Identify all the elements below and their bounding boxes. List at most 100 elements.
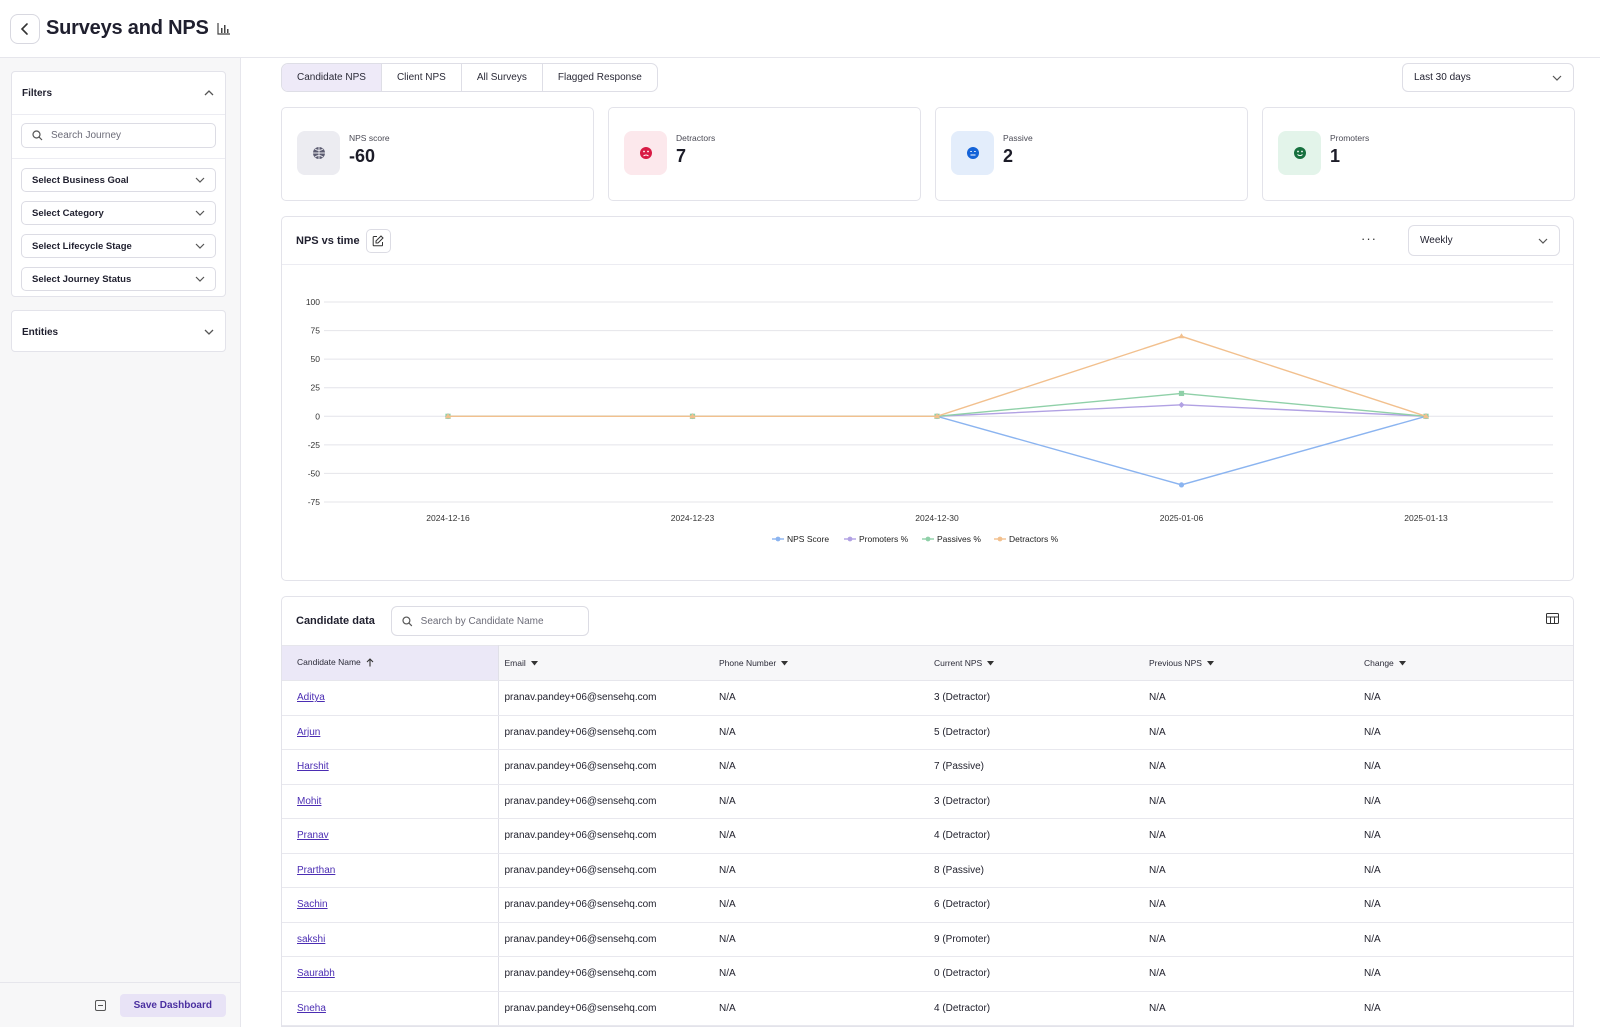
save-dashboard-button[interactable]: Save Dashboard bbox=[119, 993, 226, 1017]
entities-title: Entities bbox=[22, 326, 59, 338]
promoters-card: Promoters 1 bbox=[1262, 107, 1575, 201]
legend-label[interactable]: Detractors % bbox=[1009, 534, 1059, 544]
table-columns-icon[interactable] bbox=[1546, 612, 1559, 627]
column-header[interactable]: Candidate Name bbox=[282, 645, 499, 681]
divider bbox=[12, 158, 225, 159]
series-line bbox=[448, 392, 1427, 417]
series-line bbox=[448, 415, 1427, 486]
y-tick-label: 75 bbox=[311, 326, 321, 336]
sort-caret-icon[interactable] bbox=[530, 658, 538, 668]
candidate-name-link[interactable]: Saurabh bbox=[297, 968, 335, 980]
card-icon-box bbox=[1278, 131, 1321, 175]
table-cell: N/A bbox=[713, 853, 928, 888]
column-header-label: Phone Number bbox=[719, 657, 777, 668]
sort-caret-icon[interactable] bbox=[1398, 658, 1406, 668]
entities-header[interactable]: Entities bbox=[12, 311, 225, 353]
sort-caret-icon[interactable] bbox=[987, 658, 995, 668]
candidate-table: Candidate Name Email Phone Number Current N… bbox=[282, 645, 1573, 1026]
y-tick-label: 25 bbox=[311, 383, 321, 393]
interval-select[interactable]: Weekly bbox=[1408, 225, 1560, 256]
tab-candidate-nps[interactable]: Candidate NPS bbox=[282, 64, 382, 91]
table-cell: N/A bbox=[1358, 887, 1573, 923]
table-cell: N/A bbox=[1143, 922, 1358, 957]
table-row: Prarthan pranav.pandey+06@sensehq.com N/A 8… bbox=[282, 853, 1573, 888]
table-cell: N/A bbox=[1358, 818, 1573, 854]
column-header-label: Current NPS bbox=[934, 657, 983, 668]
table-cell: Saurabh bbox=[282, 956, 499, 992]
lifecycle-stage-select[interactable]: Select Lifecycle Stage bbox=[21, 234, 216, 258]
detractors-card: Detractors 7 bbox=[608, 107, 921, 201]
candidate-name-link[interactable]: Harshit bbox=[297, 761, 329, 773]
table-cell: pranav.pandey+06@sensehq.com bbox=[498, 749, 713, 785]
legend-marker bbox=[925, 536, 931, 542]
candidate-name-link[interactable]: Pranav bbox=[297, 830, 329, 842]
legend-label[interactable]: Passives % bbox=[937, 534, 981, 544]
candidate-search-input[interactable] bbox=[420, 615, 578, 627]
card-label: Promoters bbox=[1330, 133, 1370, 143]
table-cell: N/A bbox=[1358, 784, 1573, 819]
chevron-down-icon bbox=[195, 243, 205, 249]
column-header[interactable]: Previous NPS bbox=[1143, 645, 1358, 681]
sidebar: Filters Select Business Goal Select Cate… bbox=[0, 58, 241, 1027]
nps-score-card: NPS score -60 bbox=[281, 107, 594, 201]
sort-caret-icon[interactable] bbox=[781, 658, 789, 668]
legend-label[interactable]: NPS Score bbox=[787, 534, 829, 544]
journey-search[interactable] bbox=[21, 123, 216, 148]
series-point[interactable] bbox=[1178, 482, 1185, 488]
table-row: Sneha pranav.pandey+06@sensehq.com N/A 4 (D… bbox=[282, 991, 1573, 1026]
table-cell: N/A bbox=[1143, 784, 1358, 819]
tab-all-surveys[interactable]: All Surveys bbox=[462, 64, 543, 91]
column-header[interactable]: Current NPS bbox=[928, 645, 1143, 681]
candidate-name-link[interactable]: Sachin bbox=[297, 899, 328, 911]
chevron-down-icon bbox=[195, 276, 205, 282]
candidate-name-link[interactable]: Arjun bbox=[297, 726, 321, 738]
candidate-name-link[interactable]: Mohit bbox=[297, 795, 322, 807]
sort-asc-icon[interactable] bbox=[366, 657, 374, 669]
series-point[interactable] bbox=[1178, 333, 1185, 339]
series-point[interactable] bbox=[1178, 401, 1185, 408]
table-cell: pranav.pandey+06@sensehq.com bbox=[498, 991, 713, 1026]
legend-label[interactable]: Promoters % bbox=[859, 534, 909, 544]
series-point[interactable] bbox=[689, 413, 696, 419]
series-point[interactable] bbox=[1178, 390, 1185, 397]
edit-chart-button[interactable] bbox=[365, 228, 391, 253]
tab-flagged-response[interactable]: Flagged Response bbox=[557, 72, 642, 83]
business-goal-select[interactable]: Select Business Goal bbox=[21, 168, 216, 192]
filters-header[interactable]: Filters bbox=[12, 72, 225, 114]
table-cell: pranav.pandey+06@sensehq.com bbox=[498, 715, 713, 750]
candidate-name-link[interactable]: sakshi bbox=[297, 933, 326, 945]
table-cell: pranav.pandey+06@sensehq.com bbox=[498, 680, 713, 716]
series-point[interactable] bbox=[1423, 413, 1429, 419]
y-tick-label: -75 bbox=[308, 497, 321, 507]
collapse-sidebar-icon[interactable] bbox=[94, 999, 106, 1011]
bar-chart-icon[interactable] bbox=[217, 22, 231, 35]
table-cell: 6 (Detractor) bbox=[928, 887, 1143, 923]
entities-panel[interactable]: Entities bbox=[11, 310, 226, 352]
candidate-search[interactable] bbox=[390, 606, 589, 636]
back-button[interactable] bbox=[10, 13, 40, 44]
search-icon bbox=[402, 615, 413, 626]
category-select[interactable]: Select Category bbox=[21, 201, 216, 225]
table-row: Sachin pranav.pandey+06@sensehq.com N/A 6 (… bbox=[282, 887, 1573, 923]
series-point[interactable] bbox=[445, 413, 451, 419]
series-point[interactable] bbox=[934, 413, 940, 419]
page-title: Surveys and NPS bbox=[46, 17, 209, 39]
tab-client-nps[interactable]: Client NPS bbox=[382, 64, 462, 91]
column-header[interactable]: Email bbox=[498, 645, 713, 681]
candidate-name-link[interactable]: Sneha bbox=[297, 1002, 326, 1014]
chart-title: NPS vs time bbox=[296, 234, 360, 247]
journey-search-input[interactable] bbox=[51, 130, 201, 141]
column-header[interactable]: Phone Number bbox=[713, 645, 928, 681]
card-value: 2 bbox=[1003, 146, 1014, 166]
sort-caret-icon[interactable] bbox=[1206, 658, 1214, 668]
journey-status-select[interactable]: Select Journey Status bbox=[21, 267, 216, 291]
column-header[interactable]: Change bbox=[1358, 645, 1573, 681]
more-options-button[interactable]: ··· bbox=[1361, 231, 1377, 246]
candidate-name-link[interactable]: Aditya bbox=[297, 692, 325, 704]
survey-tabs: Candidate NPS Client NPS All Surveys Fla… bbox=[281, 63, 658, 92]
table-cell: Prarthan bbox=[282, 853, 499, 888]
card-value: 7 bbox=[676, 146, 687, 166]
table-cell: Sachin bbox=[282, 887, 499, 923]
date-range-select[interactable]: Last 30 days bbox=[1402, 63, 1574, 92]
candidate-name-link[interactable]: Prarthan bbox=[297, 864, 336, 876]
